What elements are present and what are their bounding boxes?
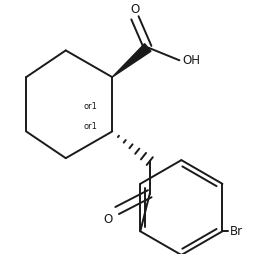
Text: Br: Br <box>230 225 244 238</box>
Polygon shape <box>112 44 151 77</box>
Text: O: O <box>130 3 140 16</box>
Text: OH: OH <box>182 54 200 67</box>
Text: O: O <box>103 213 112 227</box>
Text: or1: or1 <box>84 122 98 131</box>
Text: or1: or1 <box>84 102 98 111</box>
